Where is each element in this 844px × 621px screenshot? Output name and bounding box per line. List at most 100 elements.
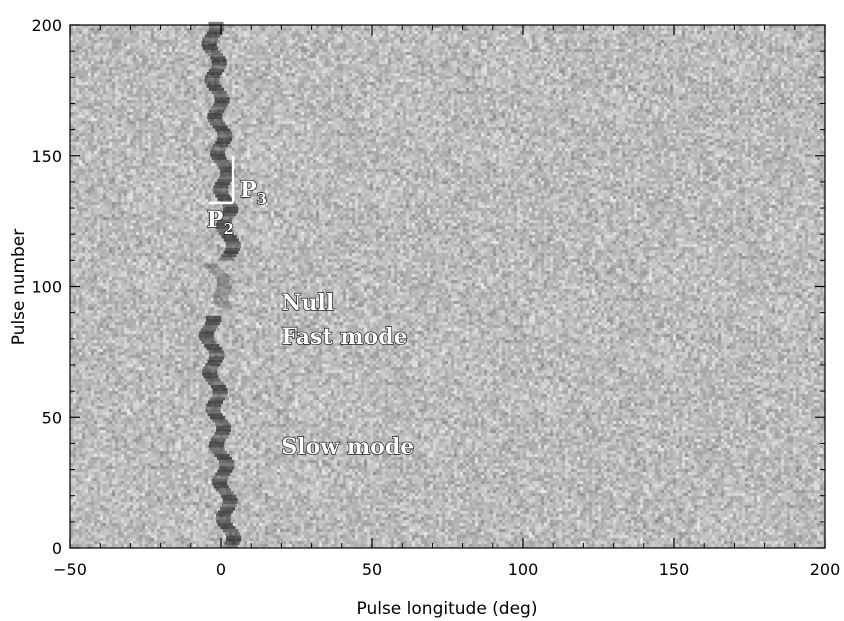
drift-band-mark (220, 172, 236, 176)
y-tick-label: 150 (31, 147, 62, 166)
drift-band-mark (215, 516, 231, 520)
drift-band-mark (221, 213, 237, 217)
drift-band-mark (208, 269, 224, 273)
drift-band-mark (205, 362, 221, 366)
drift-band-mark (206, 347, 222, 351)
drift-band-mark (219, 216, 235, 220)
drift-band-mark (216, 519, 232, 523)
y-axis: 0 50 100 150 200 (31, 16, 825, 558)
drift-band-mark (207, 413, 223, 417)
drift-band-mark (205, 266, 221, 270)
drift-band-mark (208, 87, 225, 91)
drift-band-mark (210, 397, 226, 401)
drift-band-mark (207, 112, 223, 117)
drift-band-mark (208, 109, 225, 113)
drift-band-mark (208, 28, 224, 32)
drift-band-mark (216, 488, 232, 492)
drift-band-mark (211, 147, 227, 151)
drift-band-mark (210, 438, 226, 442)
drift-band-mark (224, 541, 240, 545)
drift-band-mark (210, 153, 226, 157)
drift-band-mark (214, 422, 231, 426)
drift-band-mark (223, 238, 239, 242)
drift-band-mark (222, 500, 238, 505)
drift-band-mark (199, 331, 215, 335)
drift-band-mark (223, 529, 239, 533)
drift-band-mark (204, 322, 220, 326)
drift-band-mark (201, 340, 217, 345)
drift-band-mark (206, 31, 223, 35)
x-axis-title: Pulse longitude (deg) (357, 599, 538, 619)
drift-band-mark (226, 244, 242, 248)
drift-band-mark (217, 304, 233, 308)
drift-band-mark (210, 384, 226, 388)
drift-band-mark (208, 381, 224, 385)
drift-band-mark (207, 116, 223, 120)
p2-label: P2 (207, 207, 234, 238)
drift-band-mark (213, 475, 229, 479)
drift-band-mark (216, 279, 232, 283)
drift-band-mark (212, 387, 228, 392)
drift-band-mark (218, 466, 235, 470)
drift-band-mark (217, 197, 233, 201)
drift-band-mark (222, 203, 238, 208)
drift-band-mark (207, 400, 224, 404)
x-tick-label: −50 (53, 560, 87, 579)
drift-band-mark (206, 72, 222, 76)
drift-band-mark (222, 544, 238, 548)
drift-band-mark (211, 394, 227, 398)
drift-band-mark (212, 391, 228, 395)
drift-band-mark (215, 288, 231, 292)
drift-band-mark (208, 21, 224, 25)
drift-band-mark (218, 166, 234, 170)
drift-band-mark (222, 210, 238, 214)
drift-band-mark (213, 185, 229, 189)
drift-band-mark (213, 94, 229, 98)
drift-band-mark (214, 97, 230, 101)
drift-band-mark (214, 453, 230, 457)
drift-band-mark (211, 272, 227, 277)
drift-band-mark (212, 419, 228, 423)
drift-bands (198, 21, 242, 548)
drift-band-mark (215, 472, 231, 476)
drift-band-mark (215, 141, 231, 145)
drift-band-mark (211, 156, 227, 160)
drift-band-mark (225, 241, 241, 245)
drift-band-mark (215, 128, 231, 132)
drift-band-mark (212, 125, 228, 129)
drift-band-mark (212, 478, 228, 483)
drift-band-mark (218, 460, 234, 464)
drift-band-mark (202, 46, 218, 51)
x-tick-label: 0 (216, 560, 226, 579)
drift-band-mark (202, 37, 218, 41)
drift-band-mark (217, 469, 233, 473)
drift-band-mark (216, 137, 232, 142)
drift-band-mark (205, 318, 222, 323)
drift-band-mark (203, 365, 219, 370)
y-tick-label: 0 (52, 539, 62, 558)
annotation-label: Null (281, 290, 334, 316)
drift-band-mark (201, 43, 217, 47)
drift-band-mark (216, 163, 232, 167)
drift-band-mark (211, 450, 227, 454)
drift-band-mark (208, 68, 225, 73)
drift-band-mark (202, 325, 218, 329)
drift-band-mark (208, 119, 224, 123)
y-tick-label: 200 (31, 16, 62, 35)
x-tick-label: 100 (508, 560, 539, 579)
drift-band-mark (202, 369, 218, 373)
drift-band-mark (209, 441, 225, 445)
drift-band-mark (211, 62, 227, 66)
drift-band-mark (208, 350, 224, 354)
drift-band-mark (207, 53, 223, 57)
drift-band-mark (211, 90, 227, 95)
drift-band-mark (209, 353, 225, 357)
drift-band-mark (213, 298, 229, 302)
drift-band-mark (205, 315, 222, 319)
drift-band-mark (216, 513, 232, 517)
drift-band-mark (218, 232, 234, 236)
drift-band-mark (221, 494, 237, 498)
drift-band-mark (216, 456, 233, 461)
drift-band-mark (209, 150, 226, 154)
